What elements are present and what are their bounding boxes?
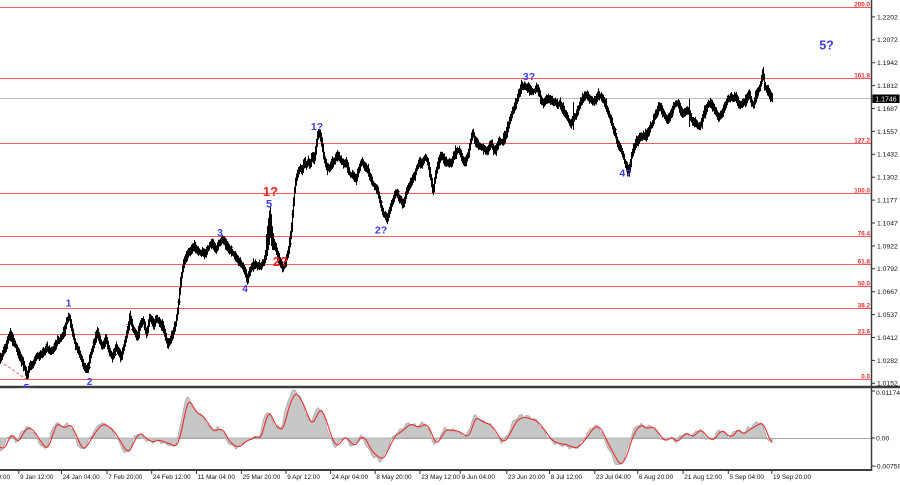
svg-text:161.8: 161.8 (854, 72, 870, 79)
svg-text:61.8: 61.8 (858, 258, 871, 265)
svg-text:1?: 1? (311, 121, 323, 133)
svg-text:8 Jul 12:00: 8 Jul 12:00 (551, 474, 583, 481)
svg-text:1.0282: 1.0282 (877, 358, 898, 365)
svg-text:5 Sep 04:00: 5 Sep 04:00 (730, 474, 765, 481)
svg-text:5: 5 (266, 199, 272, 211)
svg-text:1.1812: 1.1812 (877, 83, 898, 90)
svg-text:38.2: 38.2 (858, 302, 871, 309)
svg-text:3?: 3? (523, 71, 535, 83)
svg-text:1.1746: 1.1746 (875, 97, 897, 104)
svg-text:127.2: 127.2 (854, 137, 870, 144)
svg-text:25 Dec 20:00: 25 Dec 20:00 (0, 474, 10, 481)
svg-text:1: 1 (66, 299, 72, 310)
svg-text:8 May 20:00: 8 May 20:00 (376, 474, 412, 481)
svg-text:4: 4 (242, 284, 248, 295)
svg-text:1?: 1? (263, 184, 278, 199)
svg-text:11 Mar 04:00: 11 Mar 04:00 (198, 474, 236, 481)
svg-text:1.1687: 1.1687 (877, 106, 898, 113)
svg-text:24 Jan 04:00: 24 Jan 04:00 (63, 474, 100, 481)
svg-text:9 Jun 04:00: 9 Jun 04:00 (462, 474, 496, 481)
svg-text:1.0792: 1.0792 (877, 266, 898, 273)
svg-text:1.1942: 1.1942 (877, 60, 898, 67)
svg-text:19 Sep 20:00: 19 Sep 20:00 (773, 474, 811, 481)
svg-text:24 Apr 04:00: 24 Apr 04:00 (332, 474, 369, 481)
svg-text:1.1047: 1.1047 (877, 220, 898, 227)
svg-text:1.1557: 1.1557 (877, 129, 898, 136)
svg-text:9 Apr 12:00: 9 Apr 12:00 (287, 474, 320, 481)
svg-text:5?: 5? (819, 39, 834, 53)
svg-text:0.01174: 0.01174 (876, 390, 900, 397)
svg-text:2?: 2? (273, 254, 288, 269)
svg-text:23 Jul 04:00: 23 Jul 04:00 (596, 474, 631, 481)
svg-text:1.0922: 1.0922 (877, 243, 898, 250)
svg-text:23.6: 23.6 (858, 328, 871, 335)
svg-text:0.00: 0.00 (876, 435, 889, 442)
svg-text:200.0: 200.0 (854, 1, 870, 8)
svg-text:1.0412: 1.0412 (877, 335, 898, 342)
svg-text:3: 3 (217, 228, 223, 239)
svg-text:1.2202: 1.2202 (877, 14, 898, 21)
svg-text:0.0: 0.0 (861, 373, 870, 380)
svg-text:1.0152: 1.0152 (877, 381, 898, 388)
svg-text:6 Aug 20:00: 6 Aug 20:00 (639, 474, 674, 481)
svg-text:21 Aug 12:00: 21 Aug 12:00 (684, 474, 722, 481)
svg-text:2: 2 (87, 377, 93, 388)
svg-text:2?: 2? (375, 225, 387, 237)
svg-text:24 Feb 12:00: 24 Feb 12:00 (153, 474, 191, 481)
svg-text:7 Feb 20:00: 7 Feb 20:00 (108, 474, 143, 481)
svg-text:25 Mar 20:00: 25 Mar 20:00 (243, 474, 281, 481)
svg-text:23 May 12:00: 23 May 12:00 (421, 474, 460, 481)
svg-text:1.2072: 1.2072 (877, 37, 898, 44)
svg-text:100.0: 100.0 (854, 187, 870, 194)
svg-text:1.1432: 1.1432 (877, 152, 898, 159)
svg-text:23 Jun 20:00: 23 Jun 20:00 (508, 474, 545, 481)
svg-text:50.0: 50.0 (858, 280, 871, 287)
svg-text:1.1177: 1.1177 (877, 198, 898, 205)
svg-text:4?: 4? (619, 168, 631, 180)
svg-text:1.1302: 1.1302 (877, 175, 898, 182)
svg-text:9 Jan 12:00: 9 Jan 12:00 (20, 474, 54, 481)
svg-text:1.0667: 1.0667 (877, 289, 898, 296)
svg-text:76.4: 76.4 (858, 230, 871, 237)
svg-text:1.0537: 1.0537 (877, 312, 898, 319)
svg-text:-0.00759: -0.00759 (875, 463, 900, 470)
